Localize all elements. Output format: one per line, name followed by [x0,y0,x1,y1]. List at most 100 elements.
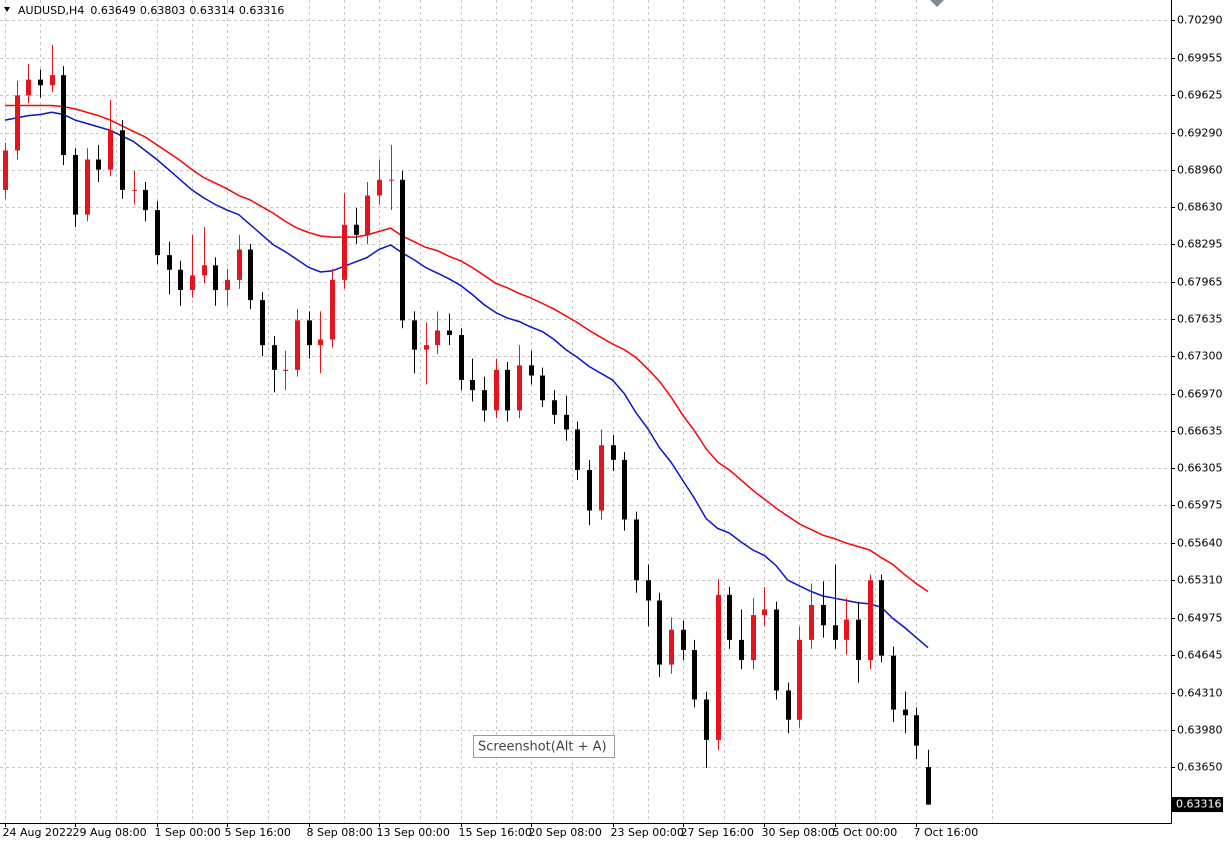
moving-averages [4,104,929,649]
candle-body [377,179,382,196]
candle-body [844,619,849,640]
y-tick-label: 0.67965 [1177,276,1223,289]
candle-body [704,699,709,740]
y-tick-label: 0.67635 [1177,313,1223,326]
x-tick-label: 20 Sep 08:00 [529,826,602,839]
candle-body [692,649,697,700]
moving-average-line [4,111,929,649]
current-price-box [1172,797,1223,813]
candle-body [599,445,604,511]
candle-body [50,75,55,86]
candle-body [155,210,160,256]
candle-body [61,75,66,156]
y-tick-label: 0.69955 [1177,52,1223,65]
chart-shift-marker[interactable] [930,0,944,7]
symbol-title: AUDUSD,H4 [18,4,84,17]
candle-body [3,150,8,190]
y-tick-label: 0.65640 [1177,537,1223,550]
y-tick-label: 0.67300 [1177,350,1223,363]
candle-body [809,604,814,640]
y-tick-label: 0.70290 [1177,14,1223,27]
grid [0,0,1171,823]
x-tick-label: 30 Sep 08:00 [762,826,835,839]
y-tick-label: 0.63980 [1177,724,1223,737]
candle-body [307,320,312,346]
candle-body [716,594,721,740]
candle-body [587,469,592,511]
y-tick-label: 0.65310 [1177,574,1223,587]
candle-body [891,655,896,710]
candle-body [634,519,639,581]
candle-body [354,224,359,235]
header-low: 0.63314 [189,4,235,17]
y-tick-label: 0.69290 [1177,127,1223,140]
candle-body [295,320,300,370]
candle-body [225,279,230,291]
candle-body [926,767,931,805]
candle-body [283,369,288,371]
candle-body [494,369,499,411]
symbol-menu-arrow[interactable] [4,7,10,12]
tooltip-box [473,735,615,758]
candle-body [459,335,464,381]
y-tick-label: 0.68960 [1177,164,1223,177]
candles [3,44,931,805]
candle-body [237,249,242,280]
candle-body [435,330,440,346]
candle-body [540,375,545,401]
candle-body [96,159,101,170]
x-tick-label: 7 Oct 16:00 [914,826,979,839]
candle-body [412,320,417,350]
x-tick-label: 15 Sep 16:00 [459,826,532,839]
candle-body [727,594,732,640]
y-tick-label: 0.66635 [1177,425,1223,438]
header-high: 0.63803 [140,4,186,17]
candle-body [178,269,183,291]
candle-body [15,95,20,151]
candle-body [470,380,475,391]
y-tick-label: 0.64310 [1177,687,1223,700]
candle-body [482,390,487,411]
header-close: 0.63316 [239,4,285,17]
candle-body [681,629,686,650]
candle-body [751,615,756,661]
y-tick-label: 0.64975 [1177,612,1223,625]
candle-body [517,365,522,411]
candle-body [447,330,452,336]
candle-body [342,224,347,280]
y-tick-label: 0.66305 [1177,462,1223,475]
candle-body [797,639,802,720]
candle-body [389,179,394,181]
candle-body [739,639,744,661]
x-tick-label: 5 Sep 16:00 [225,826,291,839]
candle-body [868,580,873,661]
candle-body [879,580,884,656]
candle-body [132,189,137,191]
candle-body [575,429,580,470]
candle-body [424,345,429,350]
y-tick-label: 0.68295 [1177,238,1223,251]
header-open: 0.63649 [90,4,136,17]
candle-body [552,400,557,415]
y-tick-label: 0.63650 [1177,761,1223,774]
candle-body [646,580,651,601]
candle-body [330,279,335,340]
candle-body [213,265,218,291]
candle-body [529,365,534,376]
candle-body [821,604,826,626]
candle-body [260,300,265,346]
candle-body [143,189,148,211]
candle-body [108,130,113,170]
y-tick-label: 0.66970 [1177,388,1223,401]
candle-body [657,600,662,665]
x-tick-label: 5 Oct 00:00 [833,826,898,839]
candle-body [856,619,861,661]
candle-body [73,155,78,215]
x-tick-label: 13 Sep 00:00 [377,826,450,839]
x-tick-label: 24 Aug 2022 [3,826,73,839]
candle-body [669,629,674,665]
candle-body [903,709,908,716]
candle-body [564,414,569,430]
